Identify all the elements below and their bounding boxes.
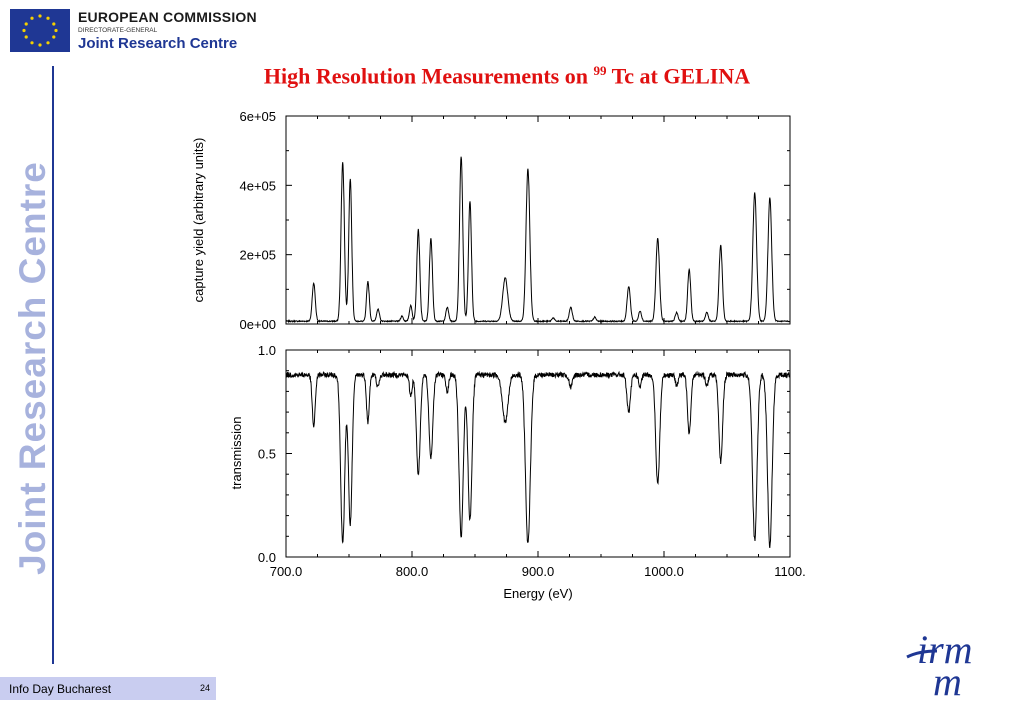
eu-flag-logo — [10, 9, 70, 52]
bottom-ytick-label: 0.5 — [258, 447, 276, 462]
title-suffix: Tc at GELINA — [606, 63, 751, 89]
transmission-panel: 0.0 0.5 1.0 700.0 800.0 900.0 1000.0 1100. tran… — [229, 343, 806, 601]
directorate-label: DIRECTORATE-GENERAL — [78, 27, 158, 34]
org-name: EUROPEAN COMMISSION — [78, 9, 257, 25]
title-prefix: High Resolution Measurements on — [263, 63, 594, 89]
top-plot-frame — [285, 115, 791, 325]
title-superscript: 99 — [593, 63, 607, 78]
bottom-xtick-label: 700.0 — [270, 564, 303, 579]
irmm-logo-line1: irm — [917, 627, 973, 672]
capture-yield-series-line — [285, 156, 791, 324]
transmission-series-line — [285, 370, 791, 548]
bottom-ticks: 0.0 0.5 1.0 700.0 800.0 900.0 1000.0 1100. — [258, 343, 806, 579]
bottom-xtick-label: 1100. — [774, 564, 806, 579]
top-ytick-label: 4e+05 — [239, 178, 276, 193]
bottom-ytick-label: 0.0 — [258, 550, 276, 565]
page-number: 24 — [200, 683, 211, 693]
centre-name: Joint Research Centre — [78, 35, 238, 52]
capture-yield-panel: 0e+00 2e+05 4e+05 6e+05 capture yield (arbi… — [191, 109, 791, 332]
bottom-xtick-label: 1000.0 — [644, 564, 684, 579]
top-ylabel: capture yield (arbitrary units) — [191, 138, 206, 303]
bottom-xtick-label: 800.0 — [396, 564, 429, 579]
x-axis-label: Energy (eV) — [503, 586, 572, 601]
footer-text: Info Day Bucharest — [9, 682, 112, 696]
bottom-xtick-label: 900.0 — [522, 564, 555, 579]
footer-bar — [0, 677, 216, 700]
top-ytick-label: 6e+05 — [239, 109, 276, 124]
bottom-ylabel: transmission — [229, 417, 244, 490]
bottom-ytick-label: 1.0 — [258, 343, 276, 358]
top-ticks: 0e+00 2e+05 4e+05 6e+05 — [239, 109, 791, 332]
top-ytick-label: 0e+00 — [239, 317, 276, 332]
irmm-logo-line2: m — [933, 659, 962, 700]
sidebar-divider — [52, 66, 54, 664]
top-ytick-label: 2e+05 — [239, 248, 276, 263]
slide-title: High Resolution Measurements on 99 Tc at… — [217, 63, 797, 89]
bottom-plot-frame — [285, 349, 791, 558]
irmm-logo: irm m — [906, 627, 973, 700]
